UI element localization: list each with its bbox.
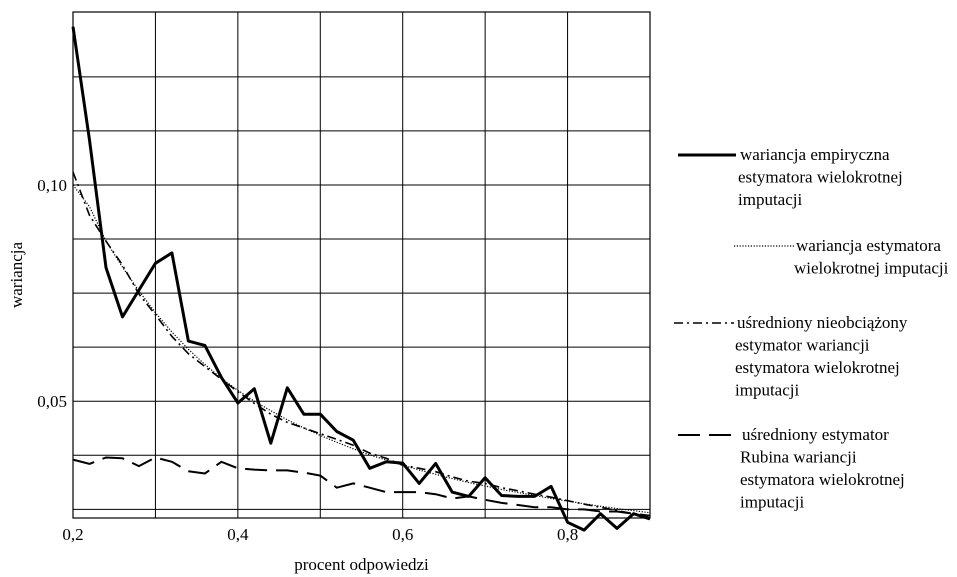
legend-label-4-line-3: estymatora wielokrotnej xyxy=(740,470,905,489)
x-tick-label-2: 0,6 xyxy=(392,525,413,544)
x-tick-label-1: 0,4 xyxy=(227,525,249,544)
series-line-3 xyxy=(72,171,651,518)
legend-label-1-line-1: wariancja empiryczna xyxy=(740,145,890,164)
x-tick-label-0: 0,2 xyxy=(62,525,83,544)
legend-label-3-line-3: estymatora wielokrotnej xyxy=(735,358,900,377)
legend-label-3-line-4: imputacji xyxy=(735,381,799,400)
series-lines xyxy=(71,26,651,532)
plot-border xyxy=(72,11,651,519)
y-axis-title: wariancja xyxy=(7,242,26,309)
legend-label-3-line-2: estymator wariancji xyxy=(735,336,870,355)
legend-label-4-line-2: Rubina wariancji xyxy=(740,448,857,467)
tick-labels: 0,2 0,4 0,6 0,8 0,05 0,10 xyxy=(37,176,578,544)
legend-label-2-line-2: wielokrotnej imputacji xyxy=(794,259,949,278)
legend-label-2-line-1: wariancja estymatora xyxy=(796,236,941,255)
legend-label-4-line-4: imputacji xyxy=(740,493,804,512)
legend-label-1-line-2: estymatora wielokrotnej xyxy=(738,168,903,187)
legend: wariancja empiryczna estymatora wielokrot… xyxy=(674,145,949,512)
x-tick-label-3: 0,8 xyxy=(557,525,578,544)
legend-label-3-line-1: uśredniony nieobciążony xyxy=(737,313,908,332)
series-line-4 xyxy=(72,456,651,517)
y-tick-label-0: 0,05 xyxy=(37,392,67,411)
legend-label-1-line-3: imputacji xyxy=(738,190,802,209)
x-axis-title: procent odpowiedzi xyxy=(294,555,429,574)
plot-frame xyxy=(72,11,651,519)
legend-label-4-line-1: uśredniony estymator xyxy=(742,425,889,444)
series-line-2 xyxy=(72,184,651,514)
grid xyxy=(72,12,651,518)
series-line-1 xyxy=(71,26,651,532)
y-tick-label-1: 0,10 xyxy=(37,176,67,195)
